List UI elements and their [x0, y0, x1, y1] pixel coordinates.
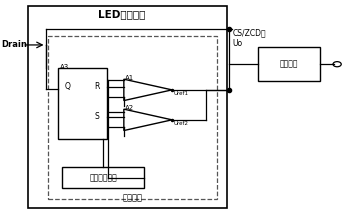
Text: CS/ZCD端: CS/ZCD端 [232, 29, 266, 38]
Text: 控制单元: 控制单元 [122, 193, 142, 202]
Text: R: R [95, 82, 100, 91]
Text: S: S [95, 112, 99, 121]
Text: Uo: Uo [232, 39, 242, 48]
Bar [58, 68, 107, 139]
Bar [48, 36, 217, 199]
Text: Drain: Drain [2, 40, 28, 49]
Bar [62, 167, 144, 188]
Bar [28, 6, 227, 208]
Bar [258, 47, 320, 81]
Text: A1: A1 [125, 75, 134, 81]
Text: Uref2: Uref2 [174, 120, 189, 126]
Text: LED驱动模块: LED驱动模块 [98, 9, 146, 19]
Text: 失调偏置电路: 失调偏置电路 [89, 173, 117, 182]
Text: A2: A2 [125, 105, 134, 111]
Text: Uref1: Uref1 [174, 91, 189, 96]
Text: A3: A3 [60, 64, 69, 70]
Text: 储能单元: 储能单元 [280, 60, 298, 69]
Text: Q: Q [64, 82, 70, 91]
